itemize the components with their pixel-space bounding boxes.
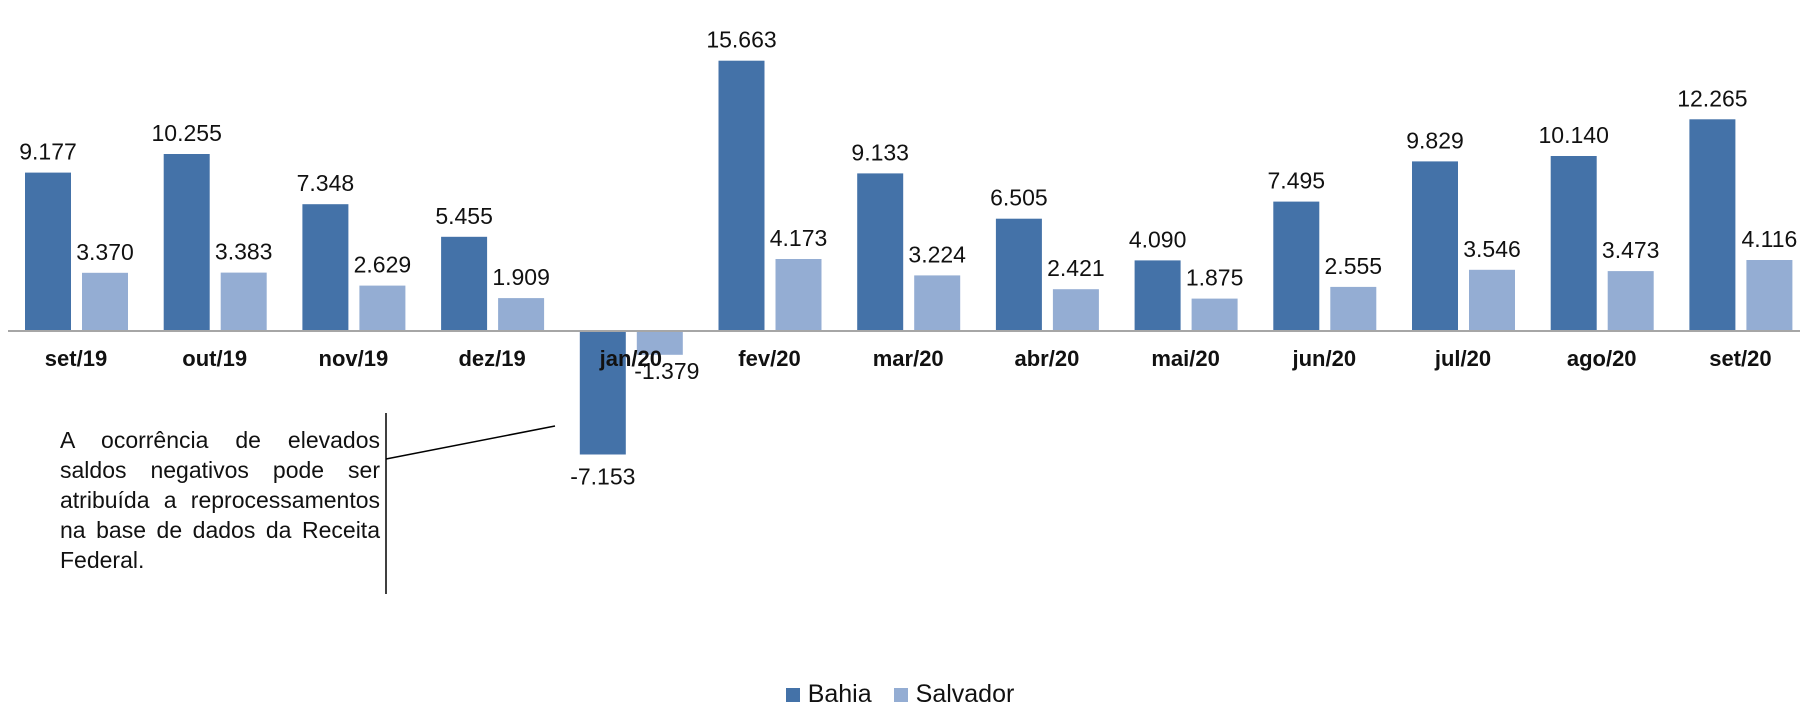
bar-salvador-mai-20 [1191, 298, 1238, 331]
bar-bahia-jan-20 [579, 331, 626, 455]
value-label-bahia-jun-20: 7.495 [1268, 168, 1326, 194]
value-label-salvador-fev-20: 4.173 [770, 225, 828, 251]
value-label-bahia-mai-20: 4.090 [1129, 226, 1187, 252]
bar-salvador-dez-19 [498, 298, 545, 331]
value-label-bahia-mar-20: 9.133 [851, 139, 909, 165]
bar-bahia-jul-20 [1412, 161, 1458, 331]
legend-item-bahia: Bahia [785, 680, 872, 709]
bar-bahia-set-20 [1689, 119, 1736, 331]
labels-group: 9.177 3.370 set/19 10.255 3.383 out/19 7.348 2.… [19, 27, 1797, 490]
bar-salvador-set-20 [1746, 260, 1793, 331]
tick-label-ago-20: ago/20 [1567, 346, 1637, 371]
bar-salvador-set-19 [82, 272, 128, 331]
bar-bahia-dez-19 [441, 236, 488, 331]
value-label-bahia-jul-20: 9.829 [1406, 127, 1464, 153]
value-label-bahia-fev-20: 15.663 [706, 27, 776, 53]
bar-bahia-out-19 [163, 154, 210, 331]
value-label-bahia-abr-20: 6.505 [990, 185, 1048, 211]
bar-salvador-jun-20 [1330, 286, 1377, 331]
bar-salvador-out-19 [220, 272, 267, 331]
value-label-salvador-set-20: 4.116 [1741, 226, 1797, 252]
bar-salvador-fev-20 [775, 259, 822, 331]
tick-label-abr-20: abr/20 [1014, 346, 1079, 371]
value-label-bahia-jan-20: -7.153 [570, 464, 635, 490]
value-label-salvador-nov-19: 2.629 [354, 252, 412, 278]
value-label-salvador-mar-20: 3.224 [908, 241, 966, 267]
bar-salvador-jan-20 [636, 331, 683, 355]
legend: Bahia Salvador [0, 680, 1800, 709]
tick-label-mar-20: mar/20 [873, 346, 944, 371]
tick-label-jul-20: jul/20 [1434, 346, 1491, 371]
bar-bahia-ago-20 [1550, 156, 1597, 331]
tick-label-fev-20: fev/20 [738, 346, 800, 371]
annotation-text: A ocorrência de elevados saldos negativo… [60, 427, 380, 573]
value-label-bahia-set-19: 9.177 [19, 139, 77, 165]
bars-group [25, 60, 1793, 455]
value-label-salvador-abr-20: 2.421 [1047, 255, 1105, 281]
bar-bahia-set-19 [25, 172, 71, 331]
bar-salvador-ago-20 [1607, 271, 1654, 331]
value-label-salvador-set-19: 3.370 [76, 239, 134, 265]
legend-swatch-bahia [785, 687, 800, 702]
bar-bahia-abr-20 [995, 218, 1042, 331]
value-label-bahia-nov-19: 7.348 [297, 170, 355, 196]
value-label-bahia-set-20: 12.265 [1677, 85, 1747, 111]
legend-item-salvador: Salvador [893, 680, 1015, 709]
legend-label-salvador: Salvador [915, 680, 1015, 708]
value-label-salvador-jun-20: 2.555 [1325, 253, 1383, 279]
bar-bahia-mar-20 [857, 173, 904, 331]
bar-salvador-nov-19 [359, 285, 406, 331]
tick-label-jun-20: jun/20 [1292, 346, 1357, 371]
value-label-bahia-out-19: 10.255 [152, 120, 222, 146]
tick-label-jan-20: jan/20 [599, 346, 662, 371]
tick-label-set-20: set/20 [1709, 346, 1771, 371]
bar-bahia-jun-20 [1273, 201, 1320, 331]
bar-salvador-mar-20 [914, 275, 961, 331]
bar-bahia-fev-20 [718, 60, 765, 331]
legend-label-bahia: Bahia [807, 680, 872, 708]
tick-label-dez-19: dez/19 [458, 346, 525, 371]
value-label-bahia-dez-19: 5.455 [435, 203, 493, 229]
value-label-salvador-mai-20: 1.875 [1186, 265, 1244, 291]
value-label-salvador-out-19: 3.383 [215, 239, 273, 265]
annotation-callout [385, 413, 556, 594]
value-label-bahia-ago-20: 10.140 [1539, 122, 1609, 148]
bar-bahia-nov-19 [302, 204, 349, 331]
legend-swatch-salvador [893, 687, 908, 702]
bar-bahia-mai-20 [1134, 260, 1181, 331]
value-label-salvador-jan-20: -1.379 [634, 358, 699, 384]
value-label-salvador-dez-19: 1.909 [492, 264, 550, 290]
callout-pointer-line [385, 425, 556, 460]
tick-label-nov-19: nov/19 [319, 346, 389, 371]
tick-label-out-19: out/19 [182, 346, 247, 371]
bar-salvador-abr-20 [1052, 289, 1099, 331]
value-label-salvador-ago-20: 3.473 [1602, 237, 1660, 263]
tick-label-set-19: set/19 [45, 346, 107, 371]
bar-salvador-jul-20 [1469, 269, 1515, 331]
value-label-salvador-jul-20: 3.546 [1463, 236, 1521, 262]
tick-label-mai-20: mai/20 [1151, 346, 1220, 371]
